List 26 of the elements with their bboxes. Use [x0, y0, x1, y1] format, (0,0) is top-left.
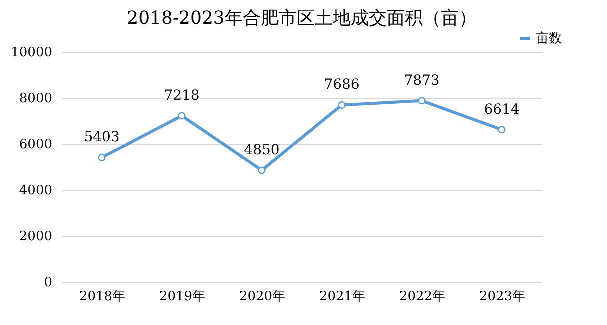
y-tick-label: 8000 [19, 92, 52, 106]
point [338, 101, 346, 109]
x-tick-label: 2018年 [79, 290, 126, 304]
data-label: 4850 [244, 142, 280, 158]
y-tick-label: 2000 [19, 230, 52, 244]
legend-label: 亩数 [536, 30, 562, 46]
point [178, 112, 186, 120]
y-tick-label: 4000 [19, 184, 52, 198]
y-tick-label: 0 [44, 276, 52, 290]
x-tick-label: 2020年 [239, 290, 286, 304]
point [98, 154, 106, 162]
data-label: 5403 [84, 130, 120, 146]
data-label: 6614 [484, 102, 520, 118]
x-tick-label: 2019年 [159, 290, 206, 304]
data-label: 7873 [404, 72, 440, 89]
chart-title: 2018-2023年合肥市区土地成交面积（亩） [127, 8, 477, 29]
point [258, 166, 266, 174]
point [498, 126, 506, 134]
data-label: 7686 [324, 77, 360, 94]
data-label: 7218 [164, 88, 200, 104]
x-tick-label: 2021年 [319, 290, 366, 304]
point [418, 97, 426, 105]
x-tick-label: 2023年 [479, 290, 526, 304]
x-tick-label: 2022年 [399, 290, 446, 304]
y-tick-label: 10000 [11, 46, 52, 60]
y-tick-label: 6000 [19, 138, 52, 152]
